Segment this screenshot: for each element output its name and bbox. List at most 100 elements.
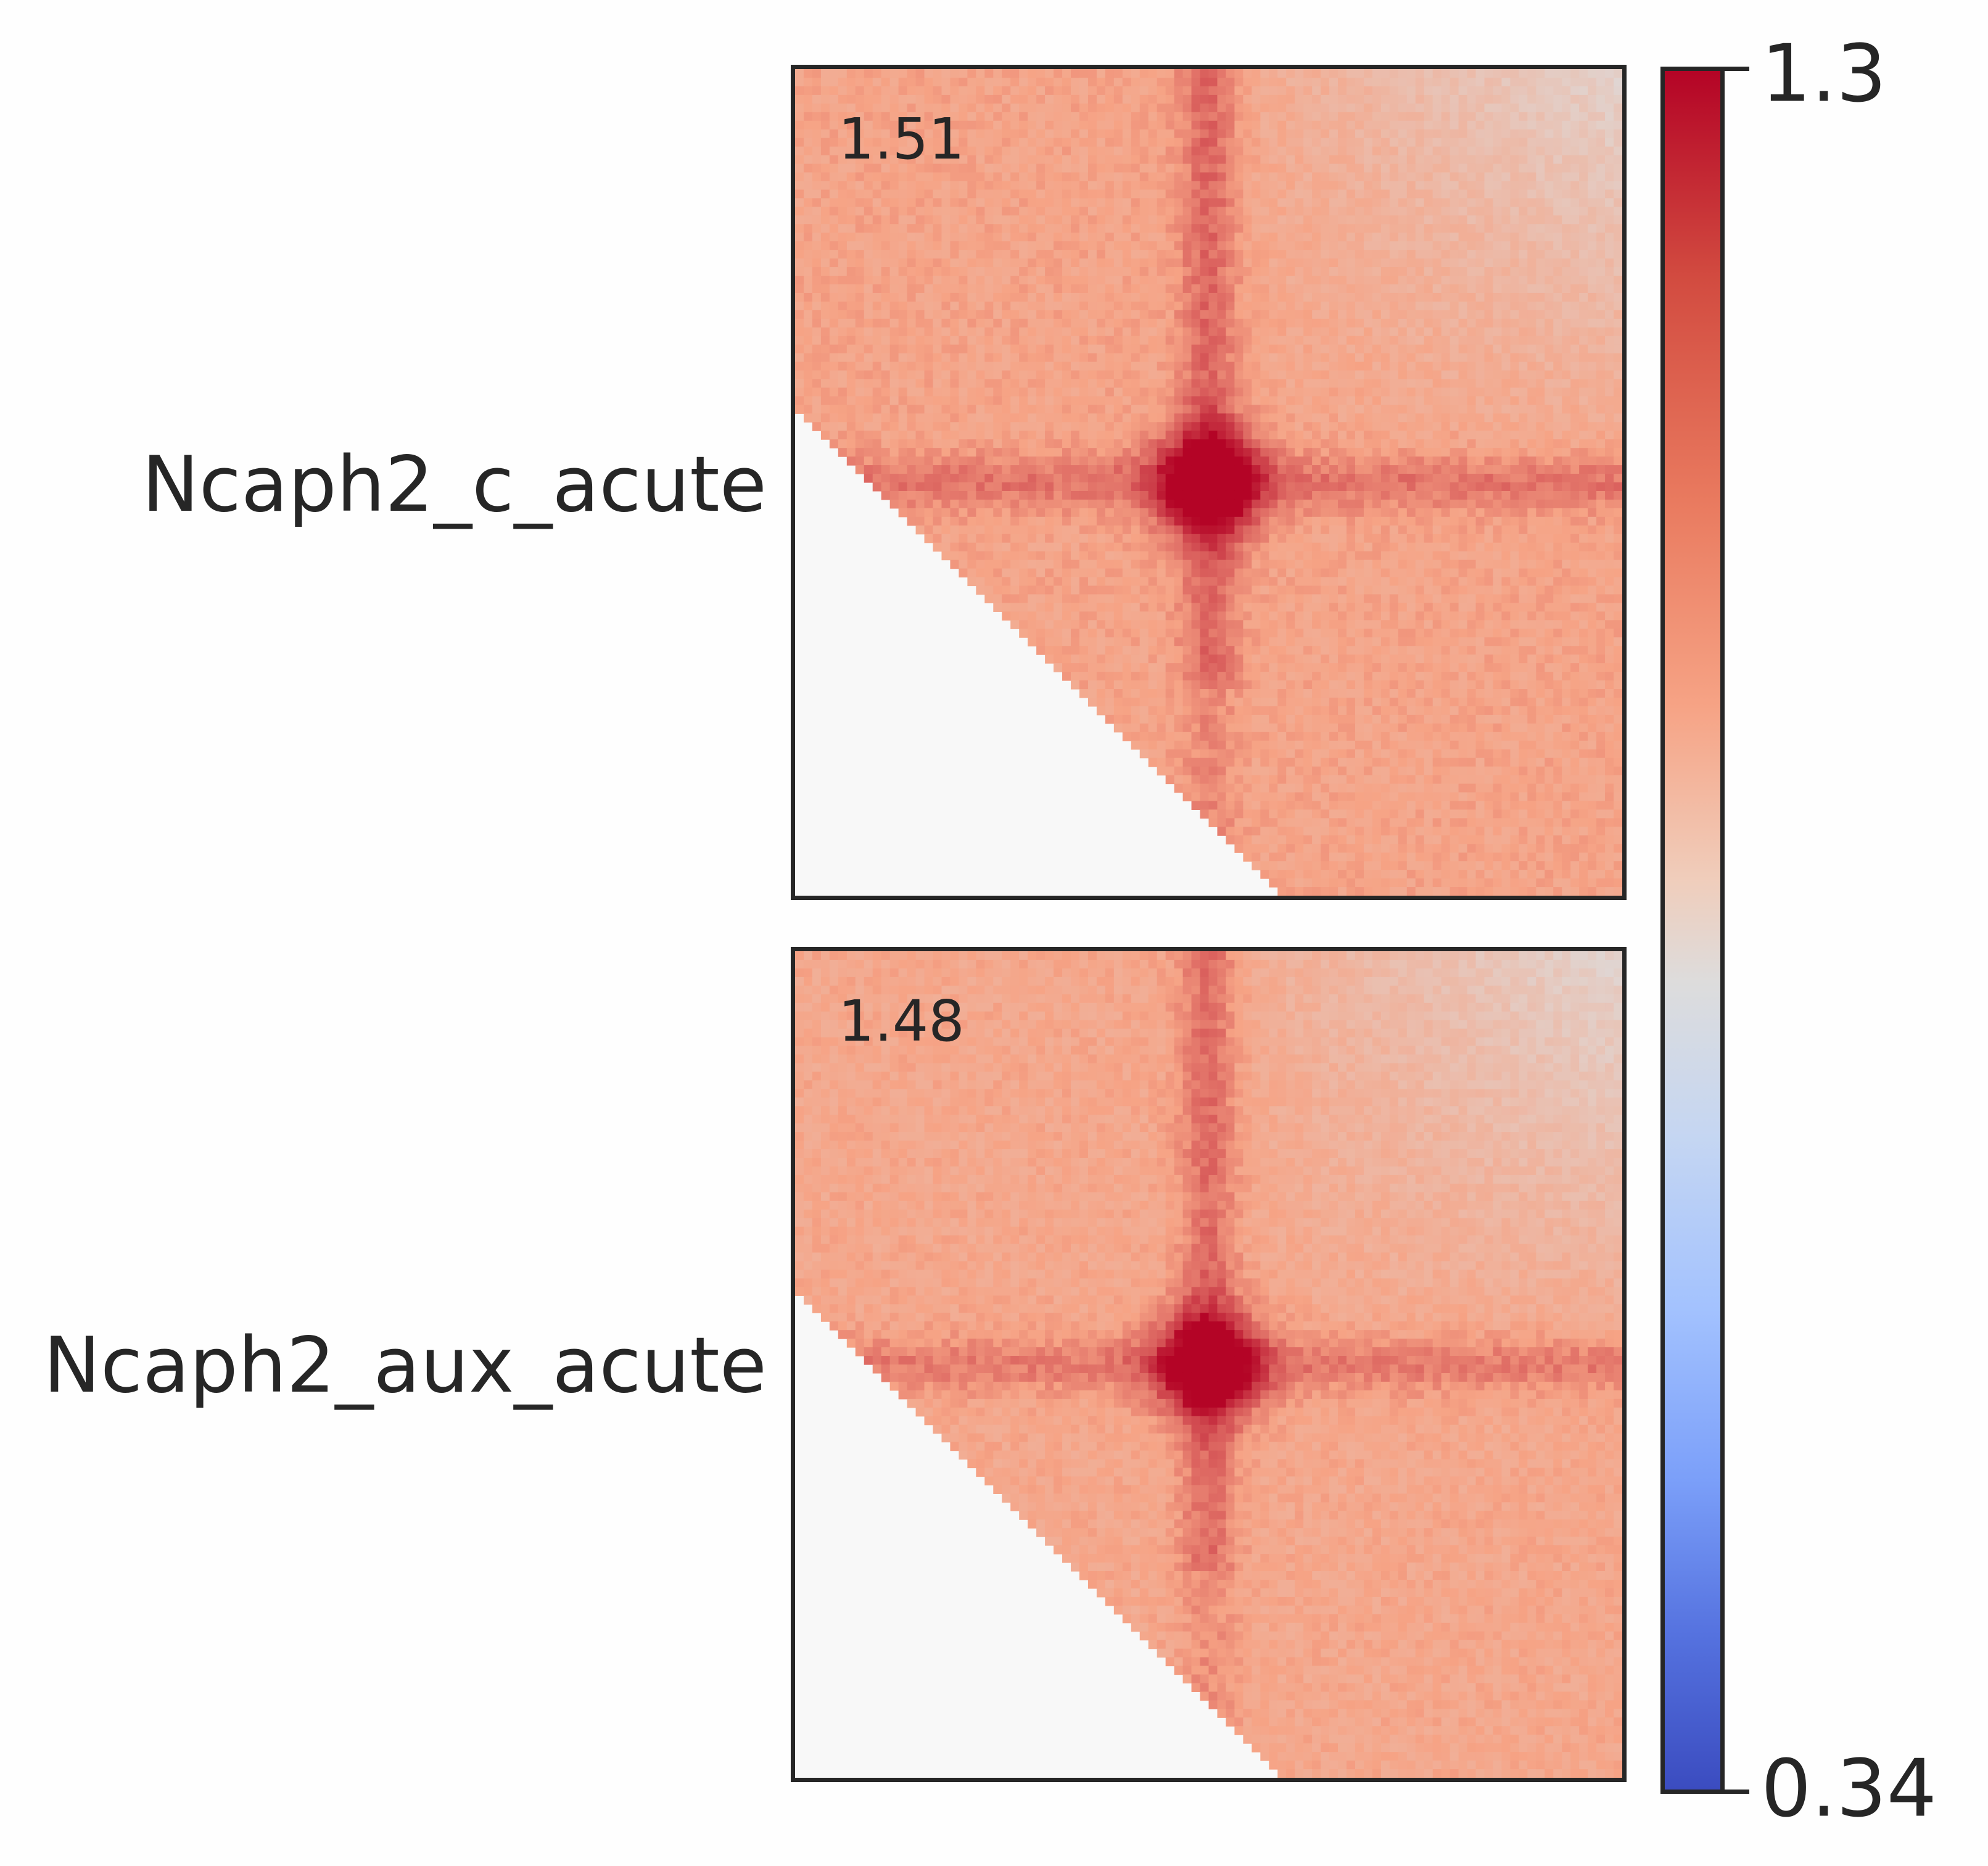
heatmap-cell [1467, 301, 1477, 311]
heatmap-cell [1406, 207, 1416, 216]
heatmap-cell [1036, 439, 1046, 448]
heatmap-cell [1475, 112, 1485, 122]
heatmap-cell [941, 318, 951, 328]
heatmap-cell [864, 224, 873, 233]
heatmap-cell [924, 422, 934, 431]
heatmap-cell [1527, 129, 1536, 139]
heatmap-cell [1087, 138, 1097, 147]
heatmap-cell [838, 344, 848, 354]
heatmap-cell [1363, 422, 1373, 431]
heatmap-cell [1415, 276, 1425, 285]
heatmap-cell [1243, 146, 1252, 156]
heatmap-cell [1493, 120, 1503, 130]
heatmap-cell [1217, 120, 1227, 130]
heatmap-cell [889, 387, 899, 397]
heatmap-cell [950, 474, 960, 483]
heatmap-cell [1139, 301, 1149, 311]
heatmap-cell [1312, 310, 1321, 320]
heatmap-cell [1380, 370, 1390, 380]
heatmap-cell [1527, 138, 1536, 147]
heatmap-cell [924, 120, 934, 130]
heatmap-cell [1432, 422, 1442, 431]
heatmap-cell [1372, 241, 1382, 250]
heatmap-cell [1450, 250, 1459, 259]
heatmap-cell [1467, 69, 1477, 78]
heatmap-cell [1286, 353, 1295, 363]
heatmap-cell [1406, 413, 1416, 423]
heatmap-cell [950, 233, 960, 242]
heatmap-cell [959, 146, 968, 156]
heatmap-cell [1424, 396, 1433, 405]
heatmap-cell [1105, 163, 1115, 173]
heatmap-cell [1045, 258, 1054, 268]
heatmap-cell [1217, 413, 1227, 423]
heatmap-cell [1588, 155, 1597, 165]
heatmap-cell [1028, 94, 1037, 104]
heatmap-cell [855, 112, 865, 122]
heatmap-cell [1553, 138, 1562, 147]
heatmap-cell [959, 103, 968, 113]
heatmap-cell [1467, 181, 1477, 191]
heatmap-cell [1002, 318, 1011, 328]
heatmap-cell [915, 516, 925, 526]
heatmap-cell [1450, 448, 1459, 457]
heatmap-cell [933, 292, 942, 302]
heatmap-cell [1389, 224, 1399, 233]
heatmap-cell [933, 344, 942, 354]
heatmap-cell [1441, 146, 1451, 156]
heatmap-cell [1226, 353, 1235, 363]
heatmap-cell [1243, 344, 1252, 354]
heatmap-cell [984, 448, 994, 457]
heatmap-cell [924, 94, 934, 104]
heatmap-cell [872, 258, 882, 268]
heatmap-cell [941, 224, 951, 233]
heatmap-cell [881, 379, 891, 389]
heatmap-cell [1553, 439, 1562, 448]
heatmap-cell [1079, 405, 1089, 414]
heatmap-cell [1562, 241, 1571, 250]
heatmap-cell [1312, 361, 1321, 371]
heatmap-cell [812, 276, 822, 285]
heatmap-cell [846, 396, 856, 405]
heatmap-cell [907, 94, 917, 104]
heatmap-cell [1321, 405, 1330, 414]
heatmap-cell [1312, 301, 1321, 311]
heatmap-cell [1527, 94, 1536, 104]
heatmap-cell [915, 250, 925, 259]
heatmap-cell [1415, 86, 1425, 96]
heatmap-cell [795, 405, 804, 414]
heatmap-cell [1071, 155, 1080, 165]
heatmap-cell [1243, 318, 1252, 328]
heatmap-cell [1054, 482, 1063, 492]
heatmap-cell [1165, 267, 1175, 276]
heatmap-cell [1260, 465, 1269, 474]
heatmap-cell [1614, 474, 1622, 483]
heatmap-cell [1226, 439, 1235, 448]
heatmap-cell [1165, 163, 1175, 173]
heatmap-cell [1553, 163, 1562, 173]
heatmap-cell [1562, 387, 1571, 397]
heatmap-cell [1286, 155, 1295, 165]
heatmap-cell [924, 413, 934, 423]
heatmap-cell [1389, 370, 1399, 380]
heatmap-cell [1536, 516, 1545, 526]
heatmap-cell [1096, 189, 1106, 199]
heatmap-cell [1406, 250, 1416, 259]
heatmap-cell [1614, 396, 1622, 405]
heatmap-cell [1174, 129, 1184, 139]
heatmap-cell [1139, 482, 1149, 492]
heatmap-cell [1269, 327, 1278, 337]
heatmap-cell [803, 284, 813, 294]
heatmap-cell [864, 344, 873, 354]
heatmap-cell [1545, 241, 1554, 250]
heatmap-cell [1208, 353, 1218, 363]
heatmap-cell [1570, 439, 1580, 448]
heatmap-cell [898, 112, 908, 122]
heatmap-cell [838, 224, 848, 233]
heatmap-cell [1079, 284, 1089, 294]
heatmap-cell [1536, 207, 1545, 216]
heatmap-cell [941, 301, 951, 311]
heatmap-cell [1545, 86, 1554, 96]
heatmap-cell [1338, 465, 1347, 474]
heatmap-cell [1398, 86, 1408, 96]
